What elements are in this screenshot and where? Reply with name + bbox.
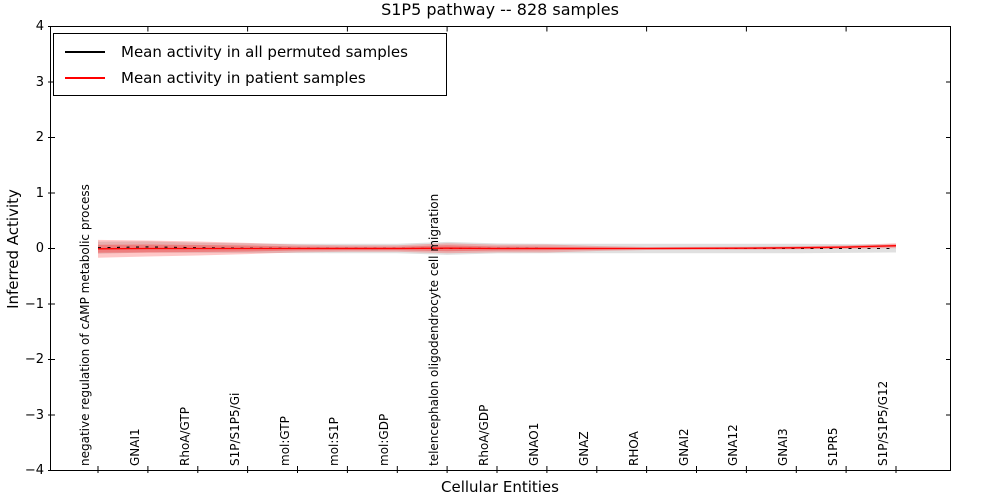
- x-tick-label: mol:GDP: [377, 413, 392, 466]
- y-tick-label: 1: [35, 185, 44, 201]
- y-tick-label: 3: [35, 74, 44, 90]
- y-tick-label: −3: [24, 407, 44, 423]
- y-tick-label: 2: [35, 130, 44, 145]
- x-tick-label: S1PR5: [826, 427, 841, 466]
- y-tick-label: 4: [35, 19, 44, 34]
- y-tick-label: −1: [24, 296, 44, 312]
- x-tick-label: GNAI1: [127, 428, 142, 466]
- permuted-line-swatch-icon: [65, 50, 105, 53]
- legend: Mean activity in all permuted samples Me…: [53, 33, 447, 96]
- x-tick-label: GNA12: [726, 424, 741, 466]
- chart-title: S1P5 pathway -- 828 samples: [381, 0, 619, 19]
- y-tick-label: −4: [24, 463, 44, 478]
- x-tick-label: GNAZ: [576, 431, 591, 466]
- x-tick-label: telencephalon oligodendrocyte cell migra…: [427, 193, 442, 466]
- legend-label-patient: Mean activity in patient samples: [121, 68, 366, 87]
- x-tick-label: S1P/S1P5/Gi: [227, 392, 242, 466]
- patient-line-swatch-icon: [65, 76, 105, 79]
- x-tick-label: RhoA/GTP: [177, 407, 192, 466]
- legend-item-permuted: Mean activity in all permuted samples: [54, 42, 446, 62]
- x-tick-label: negative regulation of cAMP metabolic pr…: [78, 184, 92, 466]
- x-tick-label: RhoA/GDP: [477, 404, 491, 466]
- y-tick-label: 0: [35, 241, 44, 256]
- legend-label-permuted: Mean activity in all permuted samples: [121, 42, 408, 61]
- x-tick-label: GNAI3: [776, 428, 791, 466]
- x-tick-label: GNAI2: [676, 428, 691, 466]
- series-line-1: [97, 245, 897, 250]
- x-axis-label: Cellular Entities: [441, 478, 559, 496]
- legend-item-patient: Mean activity in patient samples: [54, 68, 446, 88]
- y-tick-label: −2: [24, 352, 44, 367]
- x-tick-label: S1P/S1P5/G12: [876, 380, 890, 466]
- x-tick-label: mol:GTP: [277, 416, 292, 466]
- x-tick-label: RHOA: [626, 431, 641, 466]
- x-tick-label: mol:S1P: [327, 417, 342, 466]
- x-tick-label: GNAO1: [526, 422, 541, 466]
